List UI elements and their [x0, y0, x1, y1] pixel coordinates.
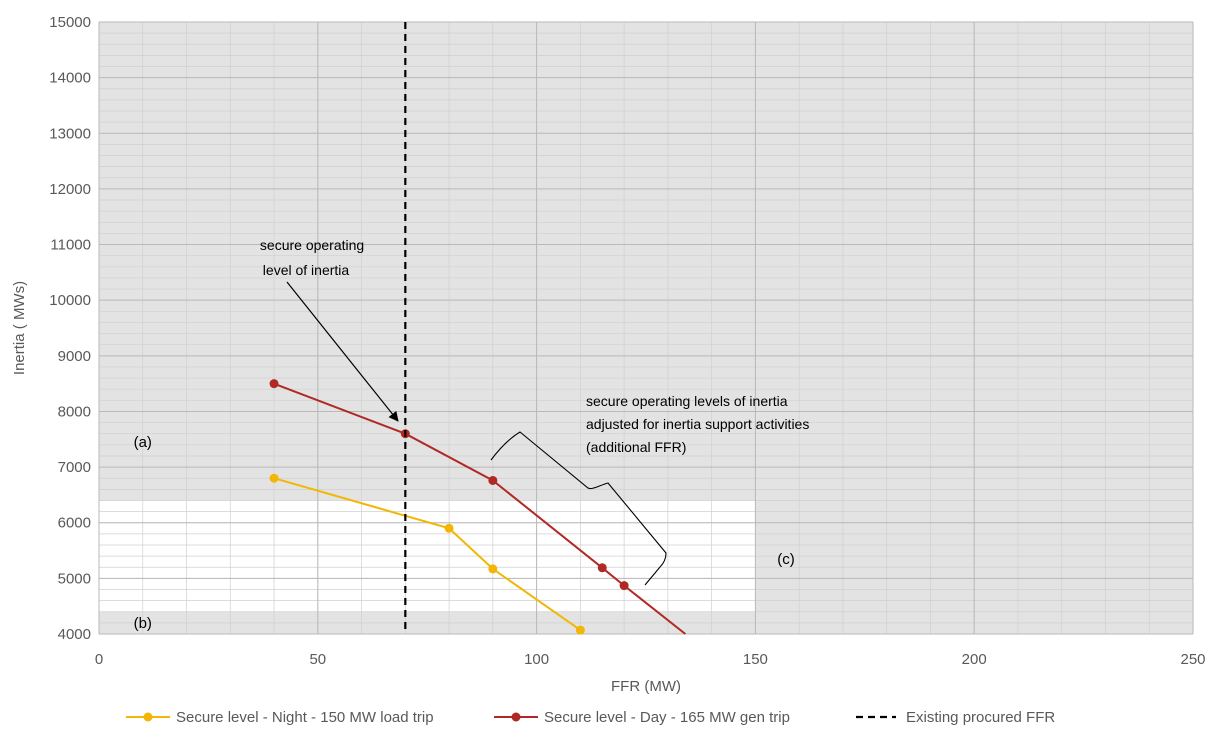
y-tick-label: 15000 [49, 14, 91, 31]
series-line-0 [273, 477, 581, 631]
y-tick-label: 8000 [58, 403, 91, 420]
legend-label: Secure level - Night - 150 MW load trip [176, 709, 434, 726]
y-tick-label: 12000 [49, 181, 91, 198]
y-tick-label: 11000 [50, 237, 91, 254]
legend: Secure level - Night - 150 MW load trip S… [126, 709, 1055, 726]
region-label: (c) [777, 551, 795, 568]
y-axis-ticks: 4000 5000 6000 7000 8000 9000 10000 11000 12000 1… [49, 14, 91, 643]
x-tick-label: 150 [743, 651, 768, 668]
x-tick-label: 200 [962, 651, 987, 668]
x-tick-label: 0 [95, 651, 103, 668]
y-axis-title: Inertia ( MWs) [11, 281, 28, 375]
region-labels: (a) (b) (c) [134, 434, 795, 632]
y-tick-label: 7000 [58, 459, 91, 476]
annotation-adjusted-line3: (additional FFR) [586, 439, 686, 455]
series-point-1 [488, 475, 498, 485]
x-axis-ticks: 0 50 100 150 200 250 [95, 651, 1206, 668]
y-tick-label: 5000 [58, 570, 91, 587]
x-tick-label: 100 [524, 651, 549, 668]
x-tick-label: 250 [1180, 651, 1205, 668]
series-point-1 [619, 581, 629, 591]
y-tick-label: 13000 [49, 125, 91, 142]
series-point-1 [597, 563, 607, 573]
x-axis-title: FFR (MW) [611, 678, 681, 695]
region-label: (b) [134, 615, 152, 632]
y-tick-label: 10000 [49, 292, 91, 309]
y-tick-label: 6000 [58, 515, 91, 532]
legend-swatch-marker [511, 712, 521, 722]
series-point-0 [444, 523, 454, 533]
annotation-adjusted-line2: adjusted for inertia support activities [586, 416, 809, 432]
annotation-adjusted-levels: secure operating levels of inertia adjus… [586, 393, 813, 455]
annotation-brace [490, 431, 667, 586]
annotation-arrow [286, 281, 399, 422]
annotation-adjusted-line1: secure operating levels of inertia [586, 393, 788, 409]
legend-swatch-marker [143, 712, 153, 722]
series-line-1 [273, 382, 687, 635]
y-tick-label: 9000 [58, 348, 91, 365]
annotation-secure-level-line2: level of inertia [263, 262, 350, 278]
legend-label: Existing procured FFR [906, 709, 1055, 726]
annotation-secure-level-line1: secure operating [260, 237, 364, 253]
series-point-0 [575, 625, 585, 635]
series-point-0 [269, 473, 279, 483]
y-tick-label: 14000 [49, 70, 91, 87]
annotation-secure-level: secure operating level of inertia [260, 237, 368, 278]
legend-label: Secure level - Day - 165 MW gen trip [544, 709, 790, 726]
x-tick-label: 50 [309, 651, 326, 668]
major-gridlines [98, 21, 1194, 635]
series-point-1 [269, 379, 279, 389]
series-point-0 [488, 564, 498, 574]
series-layer [269, 22, 687, 635]
y-tick-label: 4000 [58, 626, 91, 643]
region-label: (a) [134, 434, 152, 451]
